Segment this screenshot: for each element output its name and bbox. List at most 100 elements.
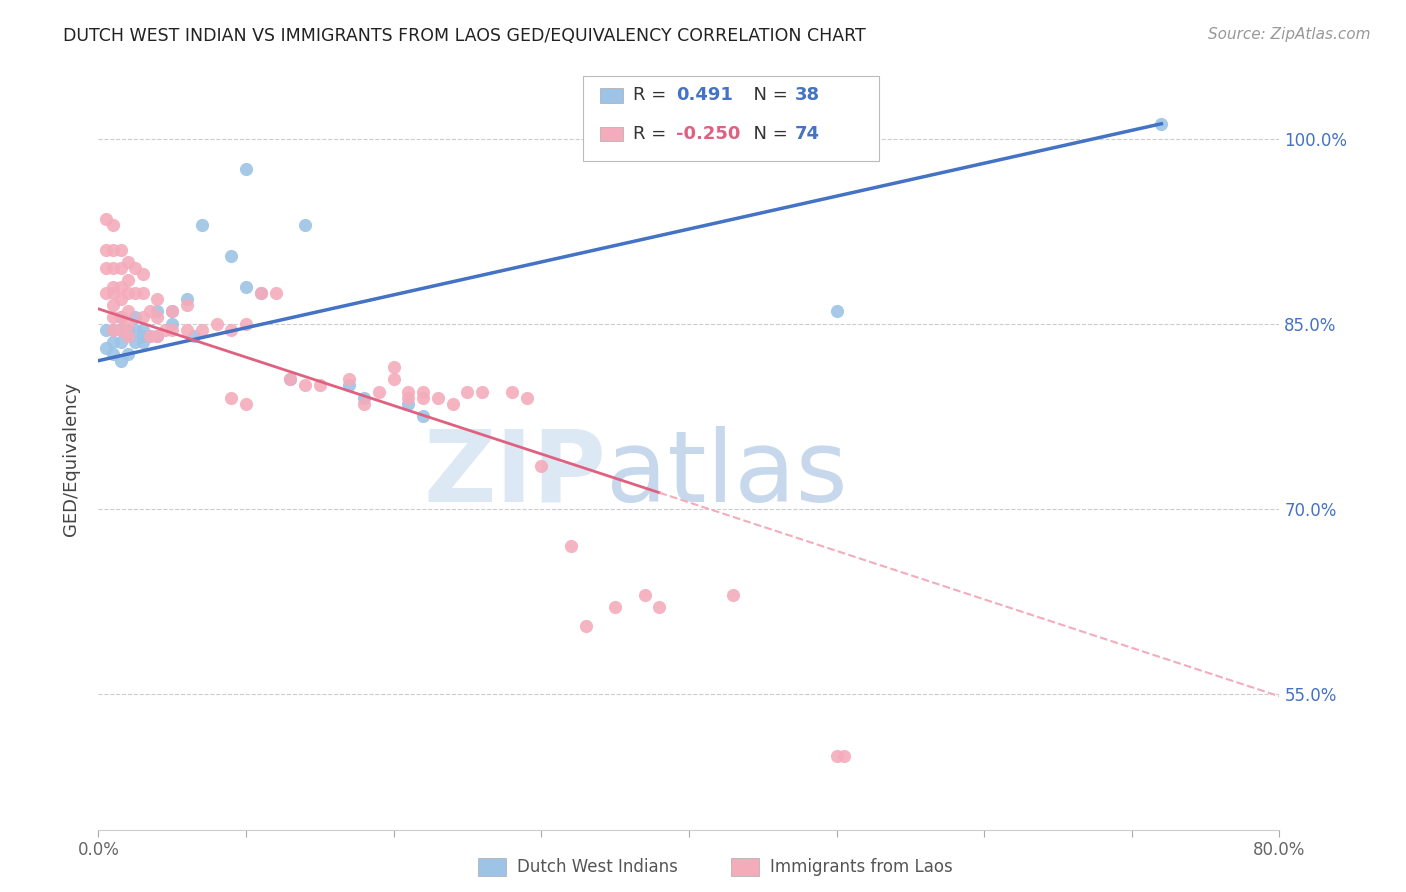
Point	[368, 384, 391, 399]
Point	[103, 323, 125, 337]
Point	[398, 397, 420, 411]
Point	[191, 218, 214, 232]
Point	[457, 384, 479, 399]
Point	[132, 310, 155, 325]
Point	[94, 323, 117, 337]
Point	[110, 292, 132, 306]
Point	[501, 384, 523, 399]
Point	[124, 261, 146, 276]
Text: -0.250: -0.250	[676, 125, 741, 143]
Point	[110, 323, 132, 337]
Point	[560, 539, 582, 553]
Point	[110, 310, 132, 325]
Point	[825, 304, 848, 318]
Point	[825, 748, 848, 763]
Point	[382, 359, 405, 374]
Point	[221, 323, 243, 337]
Text: 74: 74	[794, 125, 820, 143]
Point	[221, 249, 243, 263]
Point	[103, 347, 125, 361]
Point	[250, 285, 273, 300]
Point	[412, 409, 434, 424]
Point	[309, 378, 332, 392]
Point	[634, 588, 657, 602]
Point	[146, 304, 169, 318]
Point	[117, 273, 139, 287]
Point	[117, 255, 139, 269]
Point	[205, 317, 228, 331]
Point	[605, 600, 627, 615]
Point	[162, 304, 183, 318]
Point	[94, 285, 117, 300]
Point	[146, 310, 169, 325]
Point	[176, 323, 198, 337]
Point	[103, 218, 125, 232]
Point	[146, 292, 169, 306]
Point	[94, 342, 117, 356]
Point	[110, 310, 132, 325]
Point	[280, 372, 302, 386]
Point	[132, 335, 155, 350]
Point	[176, 298, 198, 312]
Text: atlas: atlas	[606, 425, 848, 523]
Point	[139, 329, 162, 343]
Point	[124, 285, 146, 300]
Point	[110, 261, 132, 276]
Point	[132, 268, 155, 282]
Point	[132, 323, 155, 337]
Point	[516, 391, 538, 405]
Point	[530, 458, 553, 473]
Point	[441, 397, 464, 411]
Point	[117, 317, 139, 331]
Point	[153, 323, 176, 337]
Text: ZIP: ZIP	[423, 425, 606, 523]
Y-axis label: GED/Equivalency: GED/Equivalency	[62, 383, 80, 536]
Point	[427, 391, 450, 405]
Point	[103, 298, 125, 312]
Point	[832, 748, 855, 763]
Point	[132, 329, 155, 343]
Point	[110, 323, 132, 337]
Point	[398, 391, 420, 405]
Text: 38: 38	[794, 87, 820, 104]
Point	[124, 323, 146, 337]
Point	[139, 304, 162, 318]
Point	[124, 310, 146, 325]
Point	[117, 329, 139, 343]
Point	[339, 378, 361, 392]
Point	[235, 317, 257, 331]
Point	[110, 353, 132, 368]
Point	[353, 391, 375, 405]
Point	[294, 218, 316, 232]
Point	[103, 285, 125, 300]
Text: DUTCH WEST INDIAN VS IMMIGRANTS FROM LAOS GED/EQUIVALENCY CORRELATION CHART: DUTCH WEST INDIAN VS IMMIGRANTS FROM LAO…	[63, 27, 866, 45]
Point	[575, 619, 598, 633]
Point	[176, 292, 198, 306]
Point	[132, 285, 155, 300]
Point	[146, 329, 169, 343]
Point	[264, 285, 287, 300]
Text: N =: N =	[742, 87, 794, 104]
Point	[191, 323, 214, 337]
Point	[162, 304, 183, 318]
Point	[94, 261, 117, 276]
Point	[183, 329, 205, 343]
Point	[139, 329, 162, 343]
Point	[382, 372, 405, 386]
Point	[471, 384, 494, 399]
Point	[117, 329, 139, 343]
Point	[235, 162, 257, 177]
Point	[103, 243, 125, 257]
Text: R =: R =	[633, 125, 672, 143]
Point	[353, 397, 375, 411]
Point	[103, 261, 125, 276]
Point	[103, 323, 125, 337]
Point	[412, 391, 434, 405]
Point	[103, 279, 125, 293]
Point	[110, 279, 132, 293]
Point	[94, 243, 117, 257]
Point	[103, 335, 125, 350]
Point	[124, 335, 146, 350]
Point	[280, 372, 302, 386]
Point	[723, 588, 745, 602]
